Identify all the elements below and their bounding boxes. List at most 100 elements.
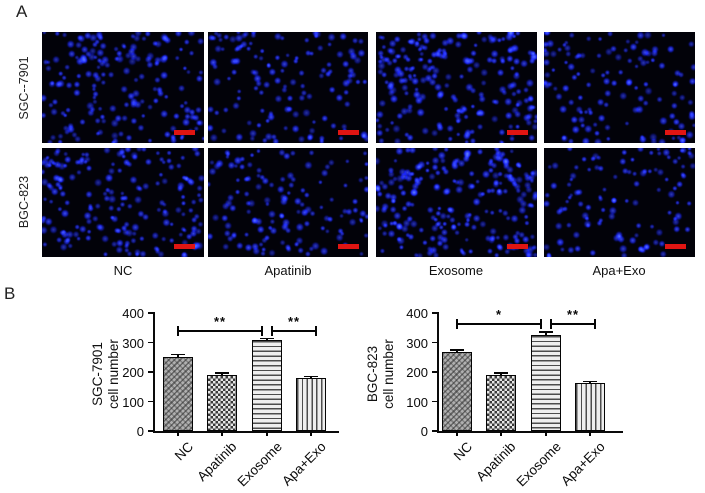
x-tick-label-exosome: Exosome (234, 439, 285, 490)
fluorescence-image-canvas (544, 32, 695, 143)
x-axis (153, 431, 339, 433)
error-bar-stem (266, 338, 268, 341)
micrograph-bgc823-exosome (376, 148, 537, 257)
fluorescence-image-canvas (376, 32, 537, 143)
y-tick-label: 100 (406, 394, 428, 410)
x-tick (221, 431, 223, 436)
error-bar-cap (494, 372, 508, 374)
bar-exosome (531, 334, 561, 431)
y-tick (431, 400, 439, 403)
sig-bracket-end (456, 319, 458, 329)
bar-exosome (252, 340, 282, 431)
micrograph-bgc823-apatinib (208, 148, 368, 257)
sig-bracket-end (261, 326, 263, 336)
fluorescence-image-canvas (208, 148, 368, 257)
row-label-sgc7901: SGC--7901 (17, 56, 31, 120)
x-tick-label-apa-exo: Apa+Exo (278, 439, 329, 489)
sig-bracket-end (315, 326, 317, 336)
scale-bar-icon (338, 244, 359, 249)
sig-bracket-end (177, 326, 179, 336)
sig-bracket-line (551, 323, 595, 325)
scale-bar-icon (665, 130, 686, 135)
y-tick (147, 341, 155, 344)
sig-bracket-end (550, 319, 552, 329)
y-tick-label: 200 (406, 365, 428, 380)
error-bar-stem (456, 350, 458, 352)
y-tick (431, 341, 439, 344)
fluorescence-image-canvas (42, 148, 204, 257)
row-label-bgc823: BGC-823 (17, 175, 31, 229)
y-tick (147, 371, 155, 373)
error-bar-stem (545, 331, 547, 335)
error-bar-cap (260, 337, 274, 340)
x-tick-label-nc: NC (450, 439, 475, 464)
x-tick-label-apatinib: Apatinib (473, 439, 519, 485)
y-tick-label: 200 (122, 365, 144, 380)
fluorescence-image-canvas (376, 148, 537, 257)
error-bar-stem (500, 373, 502, 376)
scale-bar-icon (174, 244, 195, 249)
column-label-apatinib: Apatinib (264, 263, 312, 278)
error-bar-cap (171, 353, 185, 356)
x-tick (456, 431, 458, 436)
x-tick (310, 431, 312, 436)
error-bar-stem (310, 376, 312, 379)
x-tick-label-apa-exo: Apa+Exo (557, 439, 608, 489)
error-bar-cap (215, 372, 229, 374)
scale-bar-icon (174, 130, 195, 135)
micrograph-sgc7901-nc (42, 32, 204, 143)
error-bar-stem (177, 354, 179, 358)
y-tick-label: 0 (136, 424, 144, 439)
x-tick (545, 431, 547, 436)
micrograph-sgc7901-apaexo (544, 32, 695, 143)
x-tick-label-apatinib: Apatinib (194, 439, 240, 485)
error-bar-stem (221, 372, 223, 375)
scale-bar-icon (507, 244, 528, 249)
y-tick-label: 400 (406, 306, 428, 321)
micrograph-sgc7901-exosome (376, 32, 537, 143)
chart-bgc823-cell-number: 0 100 200 300 400 BGC-823 cell number NC Apatini… (365, 303, 630, 493)
y-axis-label: BGC-823 cell number (365, 339, 396, 409)
column-label-apaexo: Apa+Exo (592, 263, 646, 278)
panel-a-micrograph-grid: NC Apatinib Exosome Apa+Exo (42, 32, 695, 278)
error-bar-cap (539, 331, 553, 333)
error-bar-cap (583, 380, 597, 383)
bar-apatinib (207, 374, 237, 431)
y-tick (431, 430, 439, 432)
sig-asterisks: * (495, 307, 503, 322)
sig-asterisks: ** (213, 314, 227, 329)
bar-apatinib (486, 375, 516, 431)
micrograph-bgc823-nc (42, 148, 204, 257)
y-tick-label: 100 (122, 394, 144, 410)
bar-nc (442, 351, 472, 431)
y-tick-label: 300 (406, 335, 428, 351)
y-tick (431, 312, 439, 314)
y-axis (153, 313, 155, 433)
fluorescence-image-canvas (208, 32, 368, 143)
x-tick-label-exosome: Exosome (513, 439, 564, 490)
y-tick (147, 430, 155, 432)
sig-bracket-end (540, 319, 542, 329)
micrograph-bgc823-apaexo (544, 148, 695, 257)
scale-bar-icon (338, 130, 359, 135)
micrograph-sgc7901-apatinib (208, 32, 368, 143)
bar-apa-exo (575, 382, 605, 431)
x-tick (177, 431, 179, 436)
x-tick-label-nc: NC (171, 439, 196, 464)
panel-b-label: B (4, 284, 16, 303)
y-tick-label: 300 (122, 335, 144, 351)
sig-asterisks: ** (287, 314, 301, 329)
sig-bracket-line (272, 330, 316, 332)
sig-bracket-end (271, 326, 273, 336)
y-axis (437, 313, 439, 433)
y-axis-label: SGC-7901 cell number (90, 339, 121, 409)
error-bar-cap (450, 349, 464, 351)
panel-a-label: A (16, 2, 28, 21)
sig-bracket-line (457, 323, 541, 325)
sig-asterisks: ** (566, 307, 580, 322)
error-bar-cap (304, 375, 318, 378)
fluorescence-image-canvas (42, 32, 204, 143)
chart-sgc7901-cell-number: 0 100 200 300 400 SGC-7901 cell number NC Apatin… (90, 303, 348, 493)
bar-nc (163, 357, 193, 431)
fluorescence-image-canvas (544, 148, 695, 257)
